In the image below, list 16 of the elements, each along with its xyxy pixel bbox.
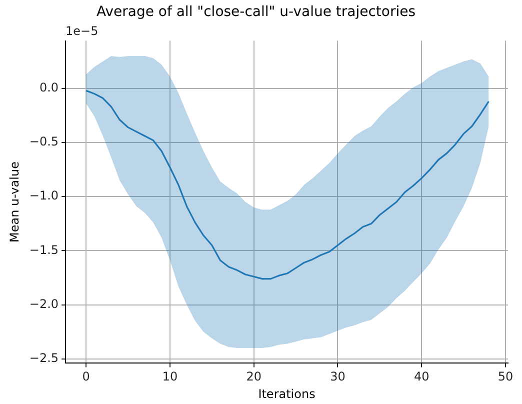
y-tick-label: −2.5 [29,350,59,365]
x-tick-label: 30 [330,370,346,384]
x-axis-title: Iterations [258,386,316,401]
x-tick-label: 20 [246,370,262,384]
chart-title: Average of all "close-call" u-value trajectories [96,4,416,20]
y-tick-label: −1.5 [29,242,59,257]
y-axis-title: Mean u-value [7,162,22,242]
x-tick-label: 10 [162,370,178,384]
y-tick-label: −1.0 [29,188,59,203]
text: 1e−5 [66,24,98,38]
x-tick-label: 40 [414,370,430,384]
y-tick-label: −2.0 [29,296,59,311]
y-tick-label: −0.5 [29,134,59,149]
y-tick-label: 0.0 [39,80,59,95]
x-tick-label: 50 [498,370,514,384]
x-tick-label: 0 [82,370,90,384]
